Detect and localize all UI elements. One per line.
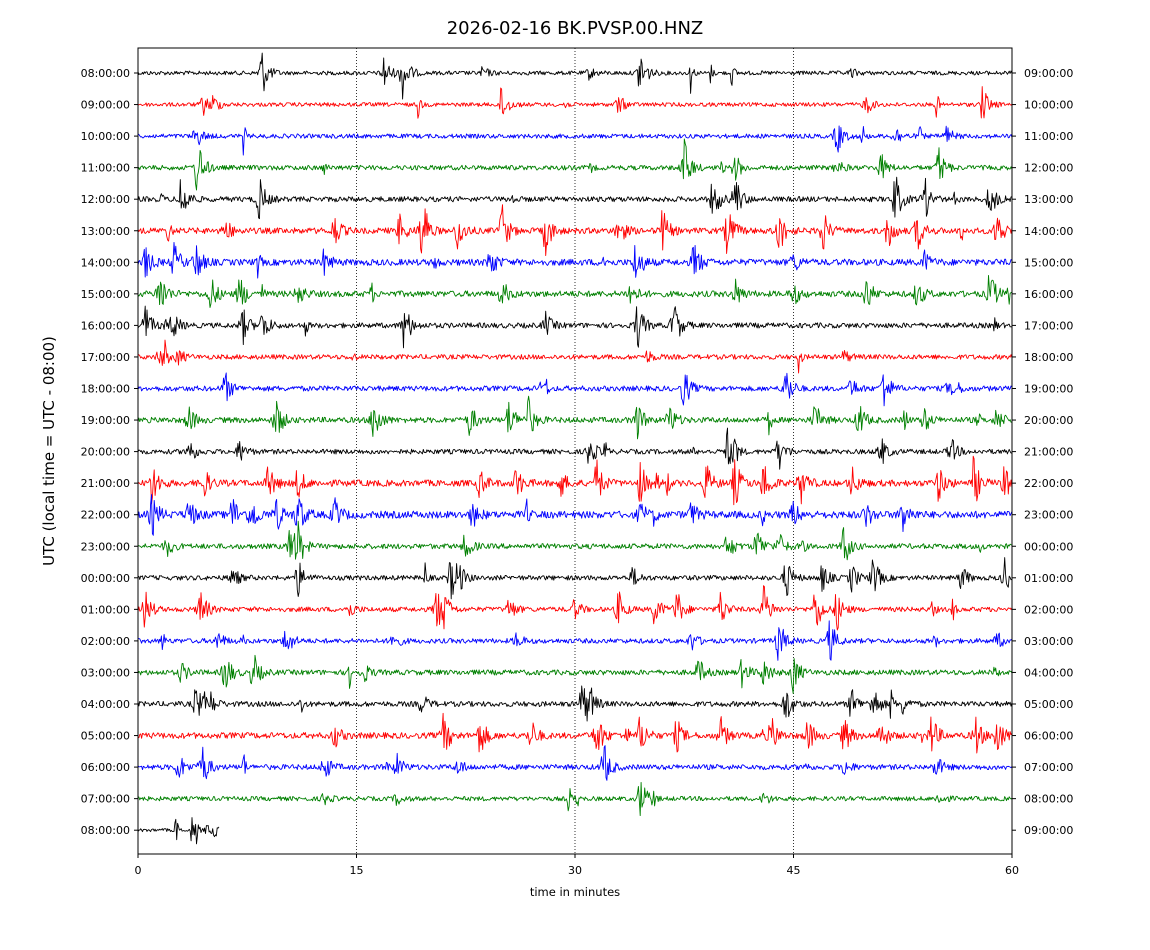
trace-row-19 xyxy=(138,654,1012,694)
right-tick-label: 08:00:00 xyxy=(1024,793,1073,806)
right-tick-label: 15:00:00 xyxy=(1024,256,1073,269)
right-tick-label: 16:00:00 xyxy=(1024,288,1073,301)
x-tick-label: 60 xyxy=(1005,864,1019,877)
trace-row-2 xyxy=(138,125,1012,156)
right-tick-label: 06:00:00 xyxy=(1024,730,1073,743)
left-tick-label: 08:00:00 xyxy=(81,67,130,80)
right-tick-label: 07:00:00 xyxy=(1024,761,1073,774)
left-tick-label: 06:00:00 xyxy=(81,761,130,774)
left-tick-label: 14:00:00 xyxy=(81,256,130,269)
left-tick-label: 12:00:00 xyxy=(81,193,130,206)
trace-row-21 xyxy=(138,712,1012,754)
x-tick-label: 0 xyxy=(135,864,142,877)
left-tick-label: 19:00:00 xyxy=(81,414,130,427)
right-tick-label: 21:00:00 xyxy=(1024,446,1073,459)
left-tick-label: 17:00:00 xyxy=(81,351,130,364)
right-tick-label: 20:00:00 xyxy=(1024,414,1073,427)
right-hour-ticks: 09:00:00 10:00:00 11:00:00 12:00:00 13:00:00… xyxy=(1012,67,1073,837)
right-tick-label: 02:00:00 xyxy=(1024,603,1073,616)
right-tick-label: 17:00:00 xyxy=(1024,319,1073,332)
right-tick-label: 22:00:00 xyxy=(1024,477,1073,490)
left-tick-label: 22:00:00 xyxy=(81,509,130,522)
left-tick-label: 13:00:00 xyxy=(81,225,130,238)
trace-row-8 xyxy=(138,305,1012,349)
trace-row-11 xyxy=(138,395,1012,440)
right-tick-label: 05:00:00 xyxy=(1024,698,1073,711)
right-tick-label: 09:00:00 xyxy=(1024,824,1073,837)
trace-row-13 xyxy=(138,455,1012,506)
left-tick-label: 20:00:00 xyxy=(81,446,130,459)
left-tick-label: 04:00:00 xyxy=(81,698,130,711)
seismic-traces xyxy=(138,52,1012,845)
x-axis-ticks: 0 15 30 45 60 xyxy=(135,854,1019,877)
trace-row-9 xyxy=(138,339,1012,374)
left-tick-label: 03:00:00 xyxy=(81,666,130,679)
y-axis-label: UTC (local time = UTC - 08:00) xyxy=(40,336,58,566)
left-tick-label: 02:00:00 xyxy=(81,635,130,648)
trace-row-1 xyxy=(138,86,1012,119)
right-tick-label: 10:00:00 xyxy=(1024,99,1073,112)
trace-row-16 xyxy=(138,557,1012,600)
trace-row-4 xyxy=(138,176,1012,220)
right-tick-label: 23:00:00 xyxy=(1024,509,1073,522)
right-tick-label: 00:00:00 xyxy=(1024,540,1073,553)
trace-row-3 xyxy=(138,138,1012,191)
left-tick-label: 08:00:00 xyxy=(81,824,130,837)
trace-row-6 xyxy=(138,241,1012,279)
left-tick-label: 01:00:00 xyxy=(81,603,130,616)
left-tick-label: 11:00:00 xyxy=(81,162,130,175)
left-tick-label: 16:00:00 xyxy=(81,319,130,332)
trace-row-18 xyxy=(138,620,1012,661)
trace-row-22 xyxy=(138,745,1012,781)
trace-row-10 xyxy=(138,372,1012,407)
right-tick-label: 04:00:00 xyxy=(1024,666,1073,679)
right-tick-label: 11:00:00 xyxy=(1024,130,1073,143)
trace-row-7 xyxy=(138,274,1012,308)
left-tick-label: 23:00:00 xyxy=(81,540,130,553)
left-tick-label: 10:00:00 xyxy=(81,130,130,143)
trace-row-5 xyxy=(138,204,1012,257)
left-tick-label: 00:00:00 xyxy=(81,572,130,585)
x-tick-label: 45 xyxy=(787,864,801,877)
right-tick-label: 09:00:00 xyxy=(1024,67,1073,80)
left-hour-ticks: 08:00:00 09:00:00 10:00:00 11:00:00 12:00:00… xyxy=(81,67,138,837)
trace-row-24 xyxy=(138,817,220,845)
trace-row-15 xyxy=(138,520,1012,561)
trace-row-20 xyxy=(138,685,1012,722)
right-tick-label: 14:00:00 xyxy=(1024,225,1073,238)
right-tick-label: 03:00:00 xyxy=(1024,635,1073,648)
chart-title: 2026-02-16 BK.PVSP.00.HNZ xyxy=(447,18,704,39)
trace-row-14 xyxy=(138,494,1012,536)
x-axis-label: time in minutes xyxy=(530,885,620,899)
trace-row-12 xyxy=(138,427,1012,470)
left-tick-label: 18:00:00 xyxy=(81,383,130,396)
left-tick-label: 05:00:00 xyxy=(81,730,130,743)
right-tick-label: 18:00:00 xyxy=(1024,351,1073,364)
trace-row-0 xyxy=(138,52,1012,100)
left-tick-label: 09:00:00 xyxy=(81,99,130,112)
x-tick-label: 30 xyxy=(568,864,582,877)
right-tick-label: 12:00:00 xyxy=(1024,162,1073,175)
right-tick-label: 01:00:00 xyxy=(1024,572,1073,585)
left-tick-label: 07:00:00 xyxy=(81,793,130,806)
right-tick-label: 19:00:00 xyxy=(1024,383,1073,396)
trace-row-23 xyxy=(138,781,1012,817)
left-tick-label: 15:00:00 xyxy=(81,288,130,301)
x-tick-label: 15 xyxy=(350,864,364,877)
left-tick-label: 21:00:00 xyxy=(81,477,130,490)
trace-row-17 xyxy=(138,585,1012,631)
right-tick-label: 13:00:00 xyxy=(1024,193,1073,206)
